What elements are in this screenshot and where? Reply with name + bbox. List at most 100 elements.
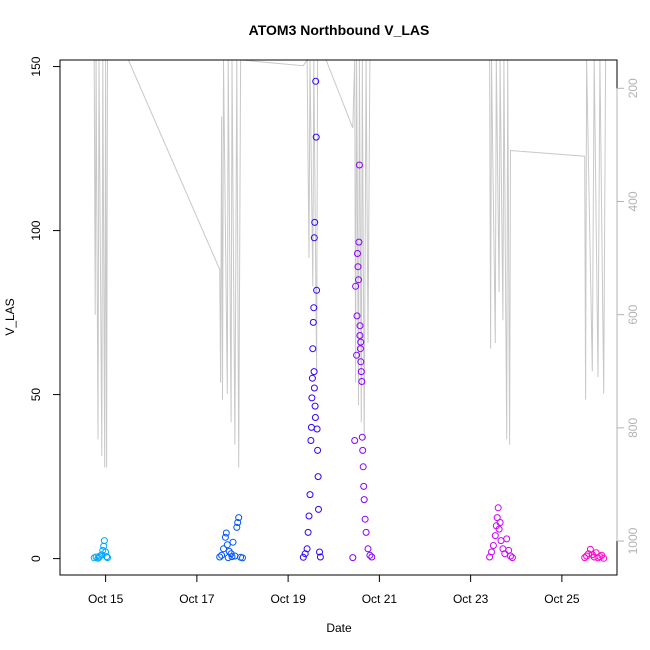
- data-point-s1-2: [220, 545, 227, 553]
- data-point-s2-5: [306, 491, 314, 499]
- data-point-s4-2: [489, 542, 497, 549]
- data-point-s1-14: [239, 554, 246, 562]
- data-point-s3-16: [359, 446, 367, 454]
- background-series-line: [93, 58, 607, 468]
- data-point-s3-8: [355, 238, 363, 246]
- data-point-s2-21: [315, 505, 322, 513]
- data-point-s2-10: [309, 345, 317, 353]
- data-point-s2-3: [304, 528, 312, 536]
- data-point-s3-19: [360, 496, 368, 504]
- data-point-s3-22: [364, 545, 372, 553]
- data-point-s1-8: [229, 538, 237, 546]
- data-point-s4-1: [488, 548, 495, 556]
- x-tick-label: Oct 25: [544, 592, 580, 606]
- x-axis-label: Date: [326, 621, 352, 635]
- right-tick-label: 600: [626, 304, 640, 324]
- data-point-s2-7: [307, 423, 315, 431]
- data-point-s3-12: [357, 358, 365, 366]
- data-point-s3-10: [356, 332, 364, 339]
- x-tick-label: Oct 15: [88, 592, 124, 606]
- data-point-s3-23: [366, 551, 374, 559]
- data-point-s3-6: [354, 263, 362, 271]
- data-point-s3-7: [355, 276, 362, 284]
- data-point-s3-15: [358, 433, 366, 441]
- data-point-s1-12: [235, 514, 243, 522]
- data-point-s2-24: [310, 368, 318, 376]
- data-point-s2-15: [312, 77, 320, 85]
- data-point-s1-10: [233, 523, 241, 531]
- data-point-s2-19: [314, 446, 322, 454]
- data-point-s4-14: [508, 554, 516, 562]
- data-point-s2-18: [313, 425, 321, 433]
- data-point-s1-15: [224, 554, 232, 562]
- data-point-s2-8: [308, 394, 316, 402]
- data-point-s3-18: [360, 482, 368, 490]
- data-point-s0-9: [103, 553, 111, 561]
- data-point-s2-12: [310, 304, 318, 312]
- data-point-s1-5: [223, 541, 231, 549]
- data-point-s4-8: [497, 537, 505, 545]
- data-point-s0-7: [100, 537, 108, 545]
- data-point-s5-2: [585, 550, 592, 558]
- y-tick-label: 0: [29, 555, 43, 562]
- data-point-s3-25: [356, 322, 364, 330]
- data-point-s5-4: [588, 551, 596, 559]
- data-point-s3-24: [368, 553, 376, 561]
- data-point-s0-2: [94, 554, 102, 562]
- x-tick-label: Oct 19: [270, 592, 306, 606]
- data-point-s2-20: [314, 473, 322, 481]
- background-line-layer: [93, 58, 607, 468]
- data-point-s3-17: [359, 463, 367, 471]
- data-point-s3-14: [358, 378, 366, 385]
- y-axis: 0 50 100 150: [29, 56, 61, 562]
- data-point-s3-3: [353, 351, 361, 359]
- data-point-s4-7: [495, 525, 503, 533]
- data-point-s4-3: [491, 532, 499, 540]
- data-point-s4-12: [505, 546, 513, 554]
- data-point-s5-0: [581, 554, 589, 562]
- data-point-s1-11: [234, 519, 242, 526]
- data-point-s1-4: [222, 529, 230, 537]
- chart-title: ATOM3 Northbound V_LAS: [249, 22, 430, 38]
- data-point-s1-16: [228, 553, 236, 561]
- data-point-s2-26: [311, 402, 319, 410]
- data-point-s2-6: [307, 437, 315, 444]
- right-tick-label: 800: [626, 418, 640, 438]
- data-point-s3-9: [355, 161, 363, 169]
- x-tick-label: Oct 21: [362, 592, 398, 606]
- data-point-s2-9: [308, 374, 316, 382]
- data-point-s4-15: [496, 519, 504, 526]
- data-point-s2-17: [313, 286, 321, 294]
- data-point-s3-1: [351, 437, 359, 444]
- y-tick-label: 150: [29, 56, 43, 76]
- data-point-s0-3: [96, 552, 104, 560]
- y-tick-label: 100: [29, 220, 43, 240]
- x-tick-label: Oct 23: [453, 592, 489, 606]
- data-point-s4-13: [507, 552, 514, 560]
- scatter-points-layer: [90, 77, 608, 562]
- data-point-s3-2: [352, 282, 360, 290]
- data-point-s0-10: [104, 554, 111, 562]
- y-tick-label: 50: [29, 388, 43, 402]
- data-point-s3-5: [354, 250, 361, 257]
- x-tick-label: Oct 17: [179, 592, 215, 606]
- data-point-s2-27: [311, 414, 319, 421]
- data-point-s2-23: [316, 553, 324, 561]
- data-point-s3-13: [357, 368, 365, 376]
- data-point-s1-0: [216, 553, 224, 561]
- data-point-s2-2: [303, 545, 311, 553]
- plot-area-frame: [59, 59, 618, 576]
- data-point-s3-26: [357, 338, 365, 346]
- data-point-s3-21: [362, 528, 370, 536]
- data-point-s3-11: [356, 345, 364, 353]
- data-point-s0-11: [95, 553, 103, 561]
- x-axis: Oct 15 Oct 17 Oct 19 Oct 21 Oct 23 Oct 25: [88, 574, 580, 606]
- data-point-s3-0: [349, 554, 357, 562]
- data-point-s0-1: [92, 553, 100, 561]
- data-point-s1-3: [221, 533, 229, 541]
- right-axis: 200 400 600 800 1000: [616, 78, 640, 554]
- data-point-s2-25: [310, 384, 318, 392]
- data-point-s2-0: [299, 553, 307, 561]
- data-point-s1-1: [218, 551, 226, 559]
- right-tick-label: 1000: [626, 527, 640, 554]
